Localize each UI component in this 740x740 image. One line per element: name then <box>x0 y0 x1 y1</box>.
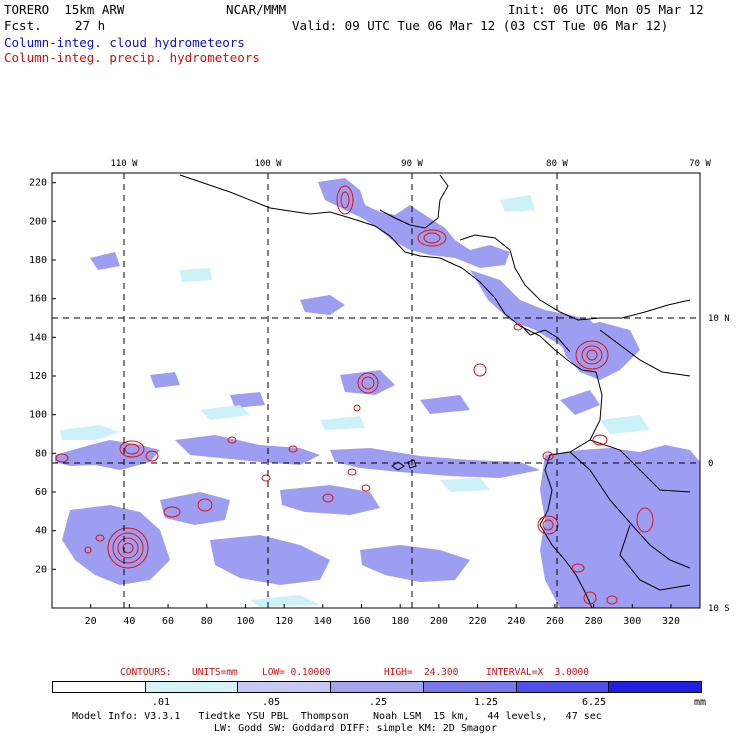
x-tick-label: 200 <box>430 616 448 627</box>
x-tick-label: 100 <box>236 616 254 627</box>
colorbar-cell <box>331 682 424 692</box>
border-interior-3 <box>569 451 691 569</box>
cloud-patch-d <box>150 372 180 388</box>
lon-label-80w: 80 W <box>546 159 568 169</box>
cloud-band-east <box>330 448 540 478</box>
colorbar-cell <box>145 682 239 692</box>
x-tick-label: 240 <box>507 616 525 627</box>
colorbar-label-1: .05 <box>262 697 281 708</box>
x-tick-label: 20 <box>85 616 97 627</box>
coast-yucatan <box>379 174 449 229</box>
y-tick-label: 20 <box>35 564 47 575</box>
cloud-south-america <box>540 445 700 608</box>
colorbar-cell <box>238 682 332 692</box>
model-label: TORERO 15km ARW <box>4 2 125 17</box>
init-time: Init: 06 UTC Mon 05 Mar 12 <box>508 2 704 17</box>
x-tick-label: 320 <box>662 616 680 627</box>
x-tick-label: 80 <box>201 616 213 627</box>
lat-labels: 10 N 0 10 S <box>708 314 730 614</box>
cloud-shading <box>55 178 700 608</box>
y-tick-label: 180 <box>29 255 47 266</box>
colorbar-cell <box>53 682 146 692</box>
colorbar <box>52 681 702 693</box>
colorbar-label-2: .25 <box>369 697 388 708</box>
footer-physics: LW: Godd SW: Goddard DIFF: simple KM: 2D… <box>214 723 497 734</box>
y-tick-label: 140 <box>29 332 47 343</box>
x-tick-label: 60 <box>162 616 174 627</box>
cloud-south-mid <box>210 535 330 585</box>
y-tick-label: 60 <box>35 487 47 498</box>
x-tick-label: 180 <box>391 616 409 627</box>
cloud-colombia <box>560 322 640 380</box>
lat-lon-grid <box>52 173 700 608</box>
cloud-band-mid <box>175 435 320 465</box>
coast-mexico-central-america <box>179 174 597 373</box>
cloud-patch-e <box>230 392 265 408</box>
map-frame <box>51 172 701 609</box>
lon-label-70w: 70 W <box>689 159 711 169</box>
field-cloud-label: Column-integ. cloud hydrometeors <box>4 35 245 50</box>
cloud-center-patch <box>280 485 380 515</box>
contour-units: UNITS=mm <box>192 667 238 678</box>
cloud-south-2 <box>360 545 470 582</box>
y-ticks: 20 40 60 80 100 120 140 160 180 200 220 <box>29 178 56 575</box>
cloud-patch-g <box>560 390 600 415</box>
colorbar-cell <box>609 682 702 692</box>
y-tick-label: 160 <box>29 294 47 305</box>
y-tick-label: 220 <box>29 178 47 189</box>
colorbar-cell <box>423 682 517 692</box>
contour-high: HIGH= 24.300 <box>384 667 459 678</box>
x-tick-label: 160 <box>352 616 370 627</box>
field-precip-label: Column-integ. precip. hydrometeors <box>4 50 260 65</box>
lon-label-90w: 90 W <box>401 159 423 169</box>
lon-label-100w: 100 W <box>254 159 282 169</box>
colorbar-label-4: 6.25 <box>582 697 607 708</box>
colorbar-label-3: 1.25 <box>474 697 499 708</box>
contour-interval: INTERVAL=X 3.0000 <box>486 667 589 678</box>
colorbar-cell <box>516 682 610 692</box>
cloud-mexico <box>318 178 510 268</box>
contour-low: LOW= 0.10000 <box>262 667 331 678</box>
border-interior-2 <box>589 439 691 493</box>
x-tick-label: 40 <box>123 616 135 627</box>
cloud-west-patch <box>160 492 230 525</box>
cloud-patch-c <box>90 252 120 270</box>
x-tick-label: 120 <box>275 616 293 627</box>
lat-label-10s: 10 S <box>708 604 730 614</box>
cloud-light-shading <box>60 195 650 607</box>
x-tick-label: 260 <box>546 616 564 627</box>
cloud-patch-a <box>300 295 345 315</box>
cloud-southwest <box>62 505 170 585</box>
precip-contours <box>55 185 654 605</box>
x-tick-label: 280 <box>585 616 603 627</box>
lat-label-0: 0 <box>708 459 713 469</box>
y-tick-label: 40 <box>35 526 47 537</box>
footer-model-info: Model Info: V3.3.1 Tiedtke YSU PBL Thomp… <box>72 711 602 722</box>
cloud-patch-f <box>420 395 470 414</box>
y-tick-label: 120 <box>29 371 47 382</box>
y-tick-label: 100 <box>29 410 47 421</box>
lon-labels: 110 W 100 W 90 W 80 W 70 W <box>110 159 711 169</box>
forecast-hours: 27 h <box>75 18 106 33</box>
border-interior-4 <box>619 524 691 591</box>
x-tick-label: 220 <box>469 616 487 627</box>
x-tick-label: 300 <box>623 616 641 627</box>
valid-time: Valid: 09 UTC Tue 06 Mar 12 (03 CST Tue … <box>292 18 669 33</box>
cloud-patch-b <box>340 370 395 395</box>
border-interior-1 <box>599 329 691 377</box>
x-ticks: 20 40 60 80 100 120 140 160 180 200 220 240 260 280 30… <box>85 604 680 627</box>
forecast-label: Fcst. <box>4 18 42 33</box>
colorbar-label-0: .01 <box>152 697 171 708</box>
coast-panama <box>521 325 571 353</box>
lon-label-110w: 110 W <box>110 159 138 169</box>
y-tick-label: 80 <box>35 448 47 459</box>
center-label: NCAR/MMM <box>226 2 287 17</box>
contour-label: CONTOURS: <box>120 667 172 678</box>
coast-caribbean <box>459 234 691 321</box>
lat-label-10n: 10 N <box>708 314 730 324</box>
y-tick-label: 200 <box>29 216 47 227</box>
x-tick-label: 140 <box>314 616 332 627</box>
colorbar-unit: mm <box>694 697 707 708</box>
